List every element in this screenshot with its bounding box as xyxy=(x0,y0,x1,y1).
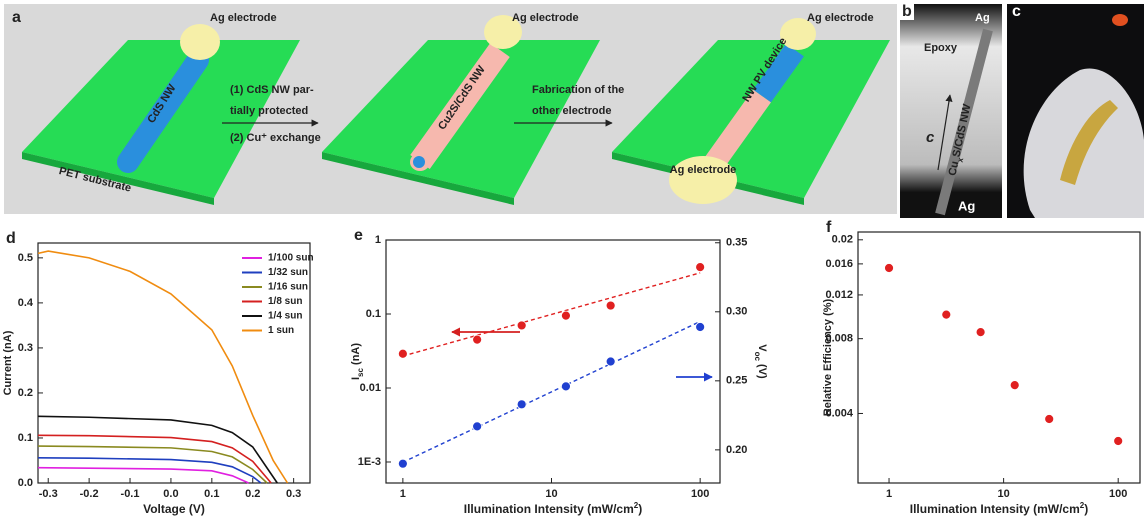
label: Ag electrode xyxy=(210,12,277,24)
x-tick-label: -0.2 xyxy=(80,488,99,500)
series-line xyxy=(38,458,261,483)
y2-tick-label: 0.35 xyxy=(726,237,747,249)
y-tick-label: 1E-3 xyxy=(358,456,381,468)
y-tick-label: 1 xyxy=(375,234,381,246)
data-point xyxy=(885,264,894,273)
figure: a Ag electrode CdS NW PET substrate (1) … xyxy=(0,0,1144,523)
data-point xyxy=(696,263,705,272)
data-point xyxy=(398,459,407,468)
axis-label: Illumination Intensity (mW/cm2) xyxy=(464,501,642,517)
x-tick-label: -0.3 xyxy=(39,488,58,500)
light xyxy=(1112,14,1128,26)
axis-label: Isc (nA) xyxy=(350,343,365,380)
data-point xyxy=(1045,415,1054,424)
y-tick-label: 0.2 xyxy=(18,387,33,399)
label: other electrode xyxy=(532,105,611,117)
axis-label: Illumination Intensity (mW/cm2) xyxy=(910,501,1088,517)
x-tick-label: -0.1 xyxy=(121,488,140,500)
label: tially protected xyxy=(230,105,308,117)
x-tick-label: 1 xyxy=(886,488,892,500)
x-tick-label: 100 xyxy=(691,488,709,500)
x-tick-label: 0.1 xyxy=(204,488,219,500)
photo-panel: c xyxy=(1007,3,1144,218)
x-tick-label: 0.2 xyxy=(245,488,260,500)
schematic-panel: a Ag electrode CdS NW PET substrate (1) … xyxy=(4,4,897,214)
y-tick-label: 0.5 xyxy=(18,252,33,264)
axis-label-part: (V) xyxy=(756,361,768,379)
plot-frame xyxy=(858,232,1140,483)
series-line xyxy=(38,446,267,483)
data-point xyxy=(1114,436,1123,445)
label: Fabrication of the xyxy=(532,84,624,96)
fit-line xyxy=(403,273,700,356)
label: Epoxy xyxy=(924,42,958,54)
y-tick-label: 0.3 xyxy=(18,342,33,354)
axis-label: Current (nA) xyxy=(2,330,14,395)
axis-label-part: ) xyxy=(1084,502,1088,516)
x-tick-label: 10 xyxy=(545,488,557,500)
data-point xyxy=(561,311,570,320)
panel-label: c xyxy=(1012,3,1021,20)
data-point xyxy=(696,322,705,331)
y2-tick-label: 0.25 xyxy=(726,375,747,387)
label: (2) Cu⁺ exchange xyxy=(230,132,321,144)
axis-label: Relative Efficiency (%) xyxy=(822,298,834,416)
label: Ag electrode xyxy=(670,164,737,176)
axis-label: Voltage (V) xyxy=(143,502,205,516)
series-line xyxy=(38,416,277,483)
data-point xyxy=(976,328,985,337)
axis-label-part: (nA) xyxy=(350,343,362,368)
y-tick-label: 0.016 xyxy=(825,258,853,270)
y-tick-label: 0.1 xyxy=(18,432,33,444)
y-tick-label: 0.02 xyxy=(832,234,853,246)
y-tick-label: 0.4 xyxy=(18,297,34,309)
y-tick-label: 0.0 xyxy=(18,477,33,489)
y2-tick-label: 0.20 xyxy=(726,444,747,456)
electrode xyxy=(180,24,220,60)
axis-label-part: Illumination Intensity (mW/cm xyxy=(910,502,1080,516)
axis-label-part: Illumination Intensity (mW/cm xyxy=(464,502,634,516)
legend-label: 1/4 sun xyxy=(268,311,302,322)
x-tick-label: 1 xyxy=(400,488,406,500)
y-tick-label: 0.1 xyxy=(366,308,381,320)
legend-label: 1/100 sun xyxy=(268,253,314,264)
legend-label: 1/32 sun xyxy=(268,267,308,278)
label: c xyxy=(926,129,935,146)
data-point xyxy=(473,422,482,431)
data-point xyxy=(517,400,526,409)
data-point xyxy=(473,335,482,344)
data-point xyxy=(517,321,526,330)
panel-label: d xyxy=(6,230,16,247)
data-point xyxy=(398,349,407,358)
data-point xyxy=(561,382,570,391)
page: {"schematic": {"panel": "a", "ag_top_1":… xyxy=(0,0,1144,523)
label: Ag xyxy=(958,198,975,213)
label: Ag xyxy=(975,12,990,24)
nanowire-core xyxy=(413,156,425,168)
panel-label: b xyxy=(902,3,912,20)
data-point xyxy=(942,310,951,319)
x-tick-label: 0.0 xyxy=(163,488,178,500)
fit-line xyxy=(403,321,700,462)
x-tick-label: 100 xyxy=(1109,488,1127,500)
x-tick-label: 0.3 xyxy=(286,488,301,500)
legend-label: 1/8 sun xyxy=(268,296,302,307)
label: (1) CdS NW par- xyxy=(230,84,314,96)
data-point xyxy=(1010,381,1019,390)
y-tick-label: 0.01 xyxy=(360,382,381,394)
panel-label: a xyxy=(12,9,21,26)
axis-label-part: ) xyxy=(638,502,642,516)
panel-label: e xyxy=(354,227,363,244)
legend-label: 1 sun xyxy=(268,325,294,336)
y2-tick-label: 0.30 xyxy=(726,306,747,318)
tem-panel: b Ag Epoxy c CuxS/CdS NW Ag xyxy=(900,3,1002,218)
data-point xyxy=(606,357,615,366)
axis-label: Voc (V) xyxy=(753,344,768,379)
series-line xyxy=(38,468,249,483)
data-point xyxy=(606,301,615,310)
x-tick-label: 10 xyxy=(997,488,1009,500)
label: Ag electrode xyxy=(512,12,579,24)
legend-label: 1/16 sun xyxy=(268,282,308,293)
label: Ag electrode xyxy=(807,12,874,24)
